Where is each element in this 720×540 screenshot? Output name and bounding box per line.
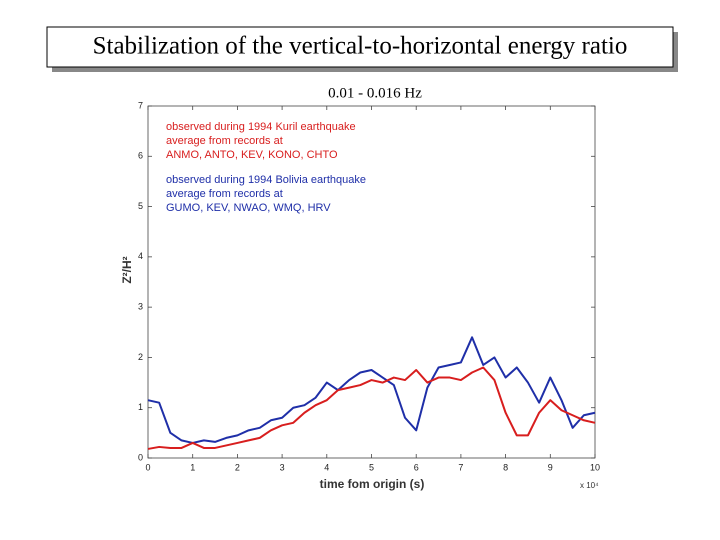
- x-tick-label: 2: [235, 462, 240, 472]
- y-axis-label: Z²/H²: [120, 256, 134, 283]
- title-box: [46, 26, 674, 68]
- y-tick-label: 0: [138, 452, 143, 462]
- x-tick-label: 10: [590, 462, 600, 472]
- x-tick-label: 6: [414, 462, 419, 472]
- x-tick-label: 1: [190, 462, 195, 472]
- y-tick-label: 5: [138, 201, 143, 211]
- y-tick-label: 6: [138, 151, 143, 161]
- x-multiplier: x 10⁴: [580, 481, 599, 490]
- series-line: [147, 336, 596, 444]
- annotation: GUMO, KEV, NWAO, WMQ, HRV: [166, 202, 331, 214]
- slide-title: Stabilization of the vertical-to-horizon…: [93, 33, 628, 60]
- x-tick-label: 8: [503, 462, 508, 472]
- y-tick-label: 7: [138, 100, 143, 110]
- x-tick-label: 7: [458, 462, 463, 472]
- y-tick-label: 3: [138, 302, 143, 312]
- x-tick-label: 5: [369, 462, 374, 472]
- annotation: average from records at: [166, 188, 283, 200]
- x-tick-label: 9: [548, 462, 553, 472]
- x-axis-label: time fom origin (s): [320, 477, 425, 491]
- chart-subtitle: 0.01 - 0.016 Hz: [328, 85, 422, 101]
- y-tick-label: 2: [138, 352, 143, 362]
- x-tick-label: 0: [145, 462, 150, 472]
- y-tick-label: 1: [138, 402, 143, 412]
- annotation: average from records at: [166, 135, 283, 147]
- y-tick-label: 4: [138, 251, 143, 261]
- x-tick-label: 4: [324, 462, 329, 472]
- x-tick-label: 3: [280, 462, 285, 472]
- annotation: ANMO, ANTO, KEV, KONO, CHTO: [166, 149, 338, 161]
- series-line: [147, 366, 596, 450]
- annotation: observed during 1994 Kuril earthquake: [166, 121, 356, 133]
- annotation: observed during 1994 Bolivia earthquake: [166, 174, 366, 186]
